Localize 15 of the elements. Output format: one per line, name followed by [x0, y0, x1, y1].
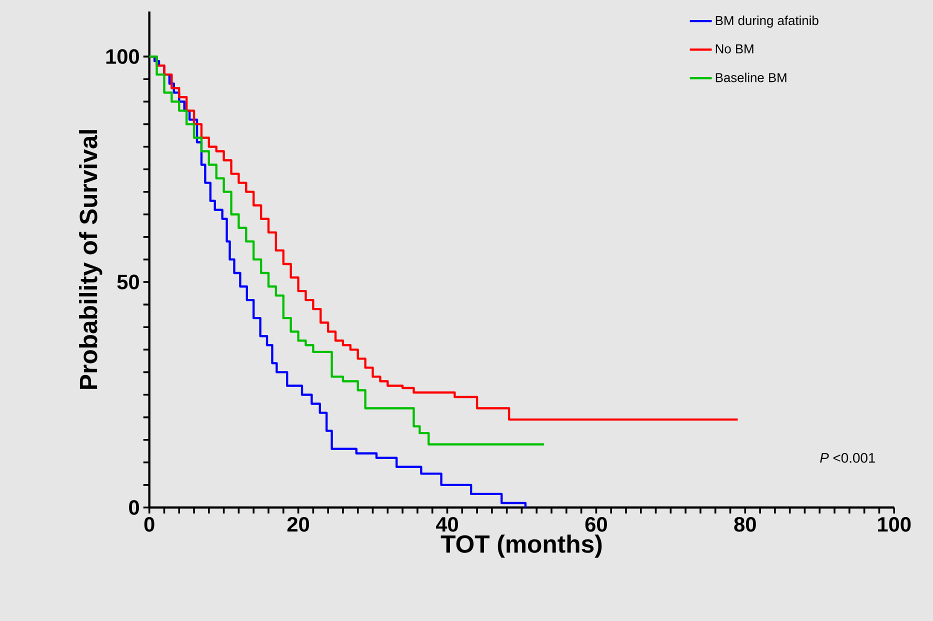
legend-label: BM during afatinib: [716, 16, 818, 28]
y-tick-label: 100: [106, 49, 139, 64]
y-axis-title: Probability of Survival: [79, 130, 102, 389]
legend-label: No BM: [716, 44, 754, 54]
y-tick-label: 0: [129, 500, 139, 515]
legend-label: Baseline BM: [716, 72, 786, 82]
x-tick-label: 100: [878, 516, 911, 532]
x-tick-label: 0: [144, 516, 154, 532]
annotation: P <0.001: [820, 452, 876, 463]
x-tick-label: 80: [734, 516, 756, 532]
x-tick-label: 60: [585, 516, 607, 532]
x-tick-label: 20: [287, 516, 310, 532]
x-tick-label: 40: [436, 516, 458, 532]
x-axis-title: TOT (months): [440, 534, 602, 558]
y-tick-label: 50: [117, 274, 139, 290]
